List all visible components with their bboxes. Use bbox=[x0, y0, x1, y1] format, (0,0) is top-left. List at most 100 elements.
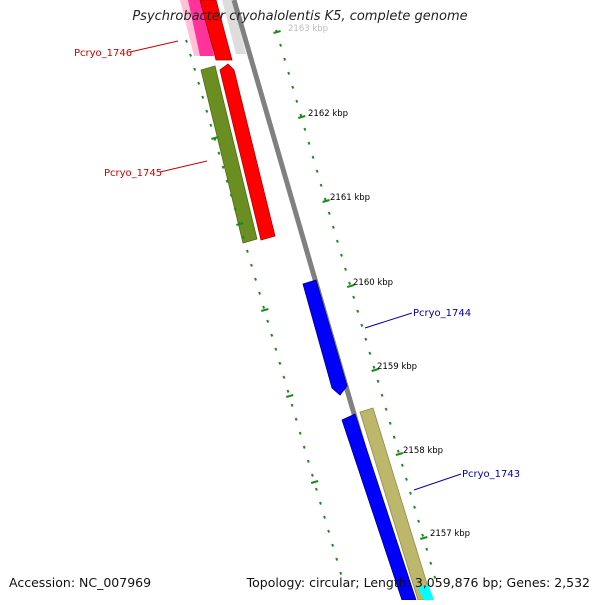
ruler-tick bbox=[368, 351, 372, 355]
ruler-tick bbox=[356, 309, 360, 313]
ruler-tick bbox=[413, 505, 416, 509]
ruler-tick bbox=[283, 57, 287, 61]
ruler-tick bbox=[189, 53, 192, 57]
map-title: Psychrobacter cryohalolentis K5, complet… bbox=[132, 9, 468, 24]
ruler-major-tick bbox=[322, 199, 330, 203]
gene-label-leader bbox=[364, 312, 413, 329]
ruler-major-tick bbox=[371, 368, 379, 372]
ruler-tick bbox=[344, 267, 347, 271]
ruler-tick bbox=[299, 113, 303, 117]
ruler-tick bbox=[302, 445, 306, 449]
ruler-tick bbox=[229, 193, 233, 197]
ruler-tick bbox=[372, 365, 376, 369]
ruler-tick bbox=[319, 183, 323, 187]
ruler-tick bbox=[290, 403, 294, 407]
ruler-tick bbox=[335, 557, 339, 561]
gene-label-1745[interactable]: Pcryo_1745 bbox=[104, 168, 162, 179]
backbone-faded-top bbox=[222, 0, 246, 54]
ruler-tick bbox=[306, 459, 310, 463]
feature-cyan[interactable] bbox=[418, 584, 434, 600]
ruler-tick bbox=[352, 295, 356, 299]
ruler-tick bbox=[221, 165, 225, 169]
ruler-tick bbox=[364, 337, 368, 341]
ruler-major-tick bbox=[346, 284, 355, 288]
ruler-label: 2161 kbp bbox=[330, 193, 370, 203]
ruler-major-tick bbox=[420, 536, 428, 540]
gene-label-1744[interactable]: Pcryo_1744 bbox=[413, 308, 471, 319]
ruler-major-tick bbox=[211, 136, 219, 140]
ruler-tick bbox=[279, 43, 282, 47]
ruler-major-tick bbox=[273, 30, 281, 34]
ruler-major-tick bbox=[261, 308, 269, 312]
feature-blue-1744[interactable] bbox=[302, 279, 348, 396]
ruler-tick bbox=[360, 323, 364, 327]
ruler-label: 2163 kbp bbox=[288, 24, 328, 34]
ruler-tick bbox=[266, 319, 270, 323]
ruler-tick bbox=[425, 547, 429, 551]
feature-olive-1745[interactable] bbox=[200, 65, 258, 244]
ruler-tick bbox=[335, 239, 339, 243]
ruler-tick bbox=[245, 249, 249, 253]
gene-label-leader bbox=[129, 40, 179, 53]
ruler-tick bbox=[417, 519, 421, 523]
ruler-tick bbox=[315, 169, 319, 173]
ruler-ticks-left bbox=[185, 39, 343, 575]
gene-label-leader bbox=[413, 473, 462, 491]
ruler-tick bbox=[270, 333, 274, 337]
ruler-tick bbox=[209, 123, 213, 127]
ruler-tick bbox=[404, 477, 408, 481]
gene-label-1743[interactable]: Pcryo_1743 bbox=[462, 469, 520, 480]
ruler-tick bbox=[323, 197, 327, 201]
ruler-tick bbox=[331, 543, 335, 547]
ruler-tick bbox=[295, 99, 299, 103]
ruler-tick bbox=[205, 109, 209, 113]
ruler-tick bbox=[327, 529, 331, 533]
feature-red-1746[interactable] bbox=[199, 0, 233, 61]
genome-summary-text: Topology: circular; Length: 3,059,876 bp… bbox=[246, 575, 590, 590]
ruler-tick bbox=[314, 487, 318, 491]
ruler-tick bbox=[384, 407, 388, 411]
ruler-tick bbox=[262, 305, 266, 309]
gene-label-1746[interactable]: Pcryo_1746 bbox=[74, 48, 132, 59]
ruler-tick bbox=[392, 435, 396, 439]
ruler-tick bbox=[185, 39, 188, 43]
ruler-tick bbox=[291, 85, 295, 89]
accession-text: Accession: NC_007969 bbox=[9, 575, 152, 590]
ruler-tick bbox=[409, 491, 412, 495]
ruler-tick bbox=[303, 127, 307, 131]
ruler-tick bbox=[323, 515, 326, 519]
ruler-tick bbox=[348, 281, 352, 285]
ruler-label: 2162 kbp bbox=[308, 109, 348, 119]
ruler-tick bbox=[258, 291, 262, 295]
ruler-tick bbox=[340, 253, 343, 257]
ruler-tick bbox=[380, 393, 384, 397]
ruler-tick bbox=[282, 375, 286, 379]
ruler-tick bbox=[376, 379, 380, 383]
ruler-tick bbox=[310, 473, 314, 477]
ruler-label: 2160 kbp bbox=[353, 278, 393, 288]
ruler-tick bbox=[217, 151, 221, 155]
ruler-tick bbox=[197, 81, 201, 85]
ruler-tick bbox=[294, 417, 298, 421]
ruler-tick bbox=[225, 179, 229, 183]
ruler-tick bbox=[433, 575, 437, 579]
ruler-tick bbox=[298, 431, 302, 435]
ruler-label: 2157 kbp bbox=[430, 529, 470, 539]
ruler-tick bbox=[241, 235, 245, 239]
ruler-tick bbox=[388, 421, 392, 425]
ruler-tick bbox=[250, 263, 253, 267]
ruler-tick bbox=[421, 533, 425, 537]
ruler-label: 2158 kbp bbox=[403, 446, 443, 456]
feature-pink[interactable] bbox=[188, 0, 214, 56]
ruler-tick bbox=[278, 361, 282, 365]
ruler-tick bbox=[327, 211, 331, 215]
ruler-tick bbox=[331, 225, 335, 229]
ruler-tick bbox=[311, 155, 315, 159]
gene-label-leader bbox=[159, 160, 208, 173]
feature-red-1745[interactable] bbox=[219, 63, 276, 241]
ruler-major-tick bbox=[236, 222, 244, 226]
ruler-tick bbox=[274, 347, 278, 351]
ruler-tick bbox=[286, 389, 290, 393]
ruler-major-tick bbox=[310, 480, 319, 484]
